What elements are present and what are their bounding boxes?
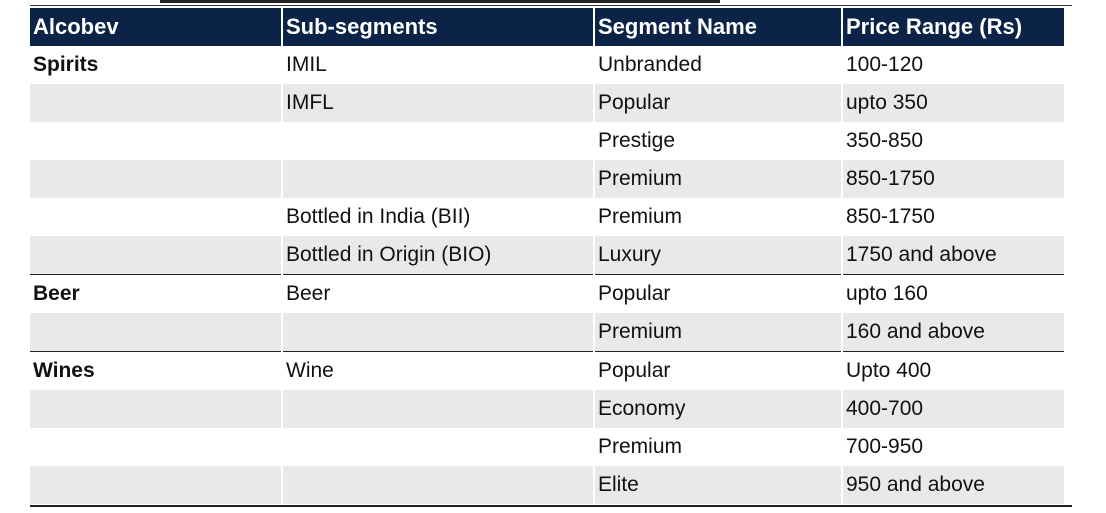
price-range-cell: upto 160 — [841, 274, 1064, 313]
header-sub-segments: Sub-segments — [281, 8, 594, 46]
table-row: Premium 160 and above — [30, 313, 1064, 352]
table-row: Spirits IMIL Unbranded 100-120 — [30, 46, 1064, 84]
price-range-cell: 100-120 — [841, 46, 1064, 84]
segment-name-cell: Popular — [593, 84, 842, 122]
segment-name-cell: Premium — [593, 160, 842, 198]
table-row: Bottled in Origin (BIO) Luxury 1750 and … — [30, 236, 1064, 275]
table-row: Wines Wine Popular Upto 400 — [30, 351, 1064, 390]
header-segment-name: Segment Name — [593, 8, 842, 46]
sub-segment-cell — [281, 428, 594, 466]
category-cell — [30, 84, 282, 122]
segment-name-cell: Premium — [593, 313, 842, 352]
price-range-cell: 350-850 — [841, 122, 1064, 160]
price-range-cell: upto 350 — [841, 84, 1064, 122]
price-range-cell: Upto 400 — [841, 351, 1064, 390]
table-row: Premium 700-950 — [30, 428, 1064, 466]
category-cell — [30, 313, 282, 352]
header-price-range: Price Range (Rs) — [841, 8, 1064, 46]
price-range-cell: 950 and above — [841, 466, 1064, 504]
sub-segment-cell — [281, 160, 594, 198]
segment-name-cell: Luxury — [593, 236, 842, 275]
category-cell — [30, 466, 282, 504]
segment-name-cell: Unbranded — [593, 46, 842, 84]
segment-name-cell: Elite — [593, 466, 842, 504]
price-range-cell: 1750 and above — [841, 236, 1064, 275]
segment-name-cell: Prestige — [593, 122, 842, 160]
segment-name-cell: Economy — [593, 390, 842, 428]
bottom-rule — [30, 505, 1072, 507]
table-row: IMFL Popular upto 350 — [30, 84, 1064, 122]
sub-segment-cell: Wine — [281, 351, 594, 390]
sub-segment-cell — [281, 122, 594, 160]
segment-name-cell: Premium — [593, 428, 842, 466]
segment-name-cell: Premium — [593, 198, 842, 236]
category-cell — [30, 428, 282, 466]
category-cell: Wines — [30, 351, 282, 390]
price-range-cell: 850-1750 — [841, 198, 1064, 236]
category-cell — [30, 160, 282, 198]
alcobev-segment-table: Alcobev Sub-segments Segment Name Price … — [30, 8, 1064, 504]
table-row: Prestige 350-850 — [30, 122, 1064, 160]
category-cell — [30, 390, 282, 428]
category-cell: Spirits — [33, 53, 99, 76]
sub-segment-cell: Bottled in India (BII) — [281, 198, 594, 236]
sub-segment-cell: IMFL — [281, 84, 594, 122]
category-cell: Beer — [30, 274, 282, 313]
category-cell — [30, 236, 282, 275]
category-cell — [30, 198, 282, 236]
sub-segment-cell: Bottled in Origin (BIO) — [281, 236, 594, 275]
table-row: Bottled in India (BII) Premium 850-1750 — [30, 198, 1064, 236]
segment-name-cell: Popular — [593, 351, 842, 390]
price-range-cell: 160 and above — [841, 313, 1064, 352]
price-range-cell: 850-1750 — [841, 160, 1064, 198]
table-row: Economy 400-700 — [30, 390, 1064, 428]
sub-segment-cell — [281, 313, 594, 352]
sub-segment-cell: Beer — [281, 274, 594, 313]
price-range-cell: 700-950 — [841, 428, 1064, 466]
header-alcobev: Alcobev — [33, 14, 119, 39]
category-cell — [30, 122, 282, 160]
table-row: Elite 950 and above — [30, 466, 1064, 504]
top-rule — [30, 5, 1072, 6]
sub-segment-cell — [281, 466, 594, 504]
cropped-caption-fragment — [160, 0, 720, 3]
table-row: Premium 850-1750 — [30, 160, 1064, 198]
segment-name-cell: Popular — [593, 274, 842, 313]
sub-segment-cell: IMIL — [281, 46, 594, 84]
header-row: Alcobev Sub-segments Segment Name Price … — [30, 8, 1064, 46]
sub-segment-cell — [281, 390, 594, 428]
table-row: Beer Beer Popular upto 160 — [30, 274, 1064, 313]
price-range-cell: 400-700 — [841, 390, 1064, 428]
